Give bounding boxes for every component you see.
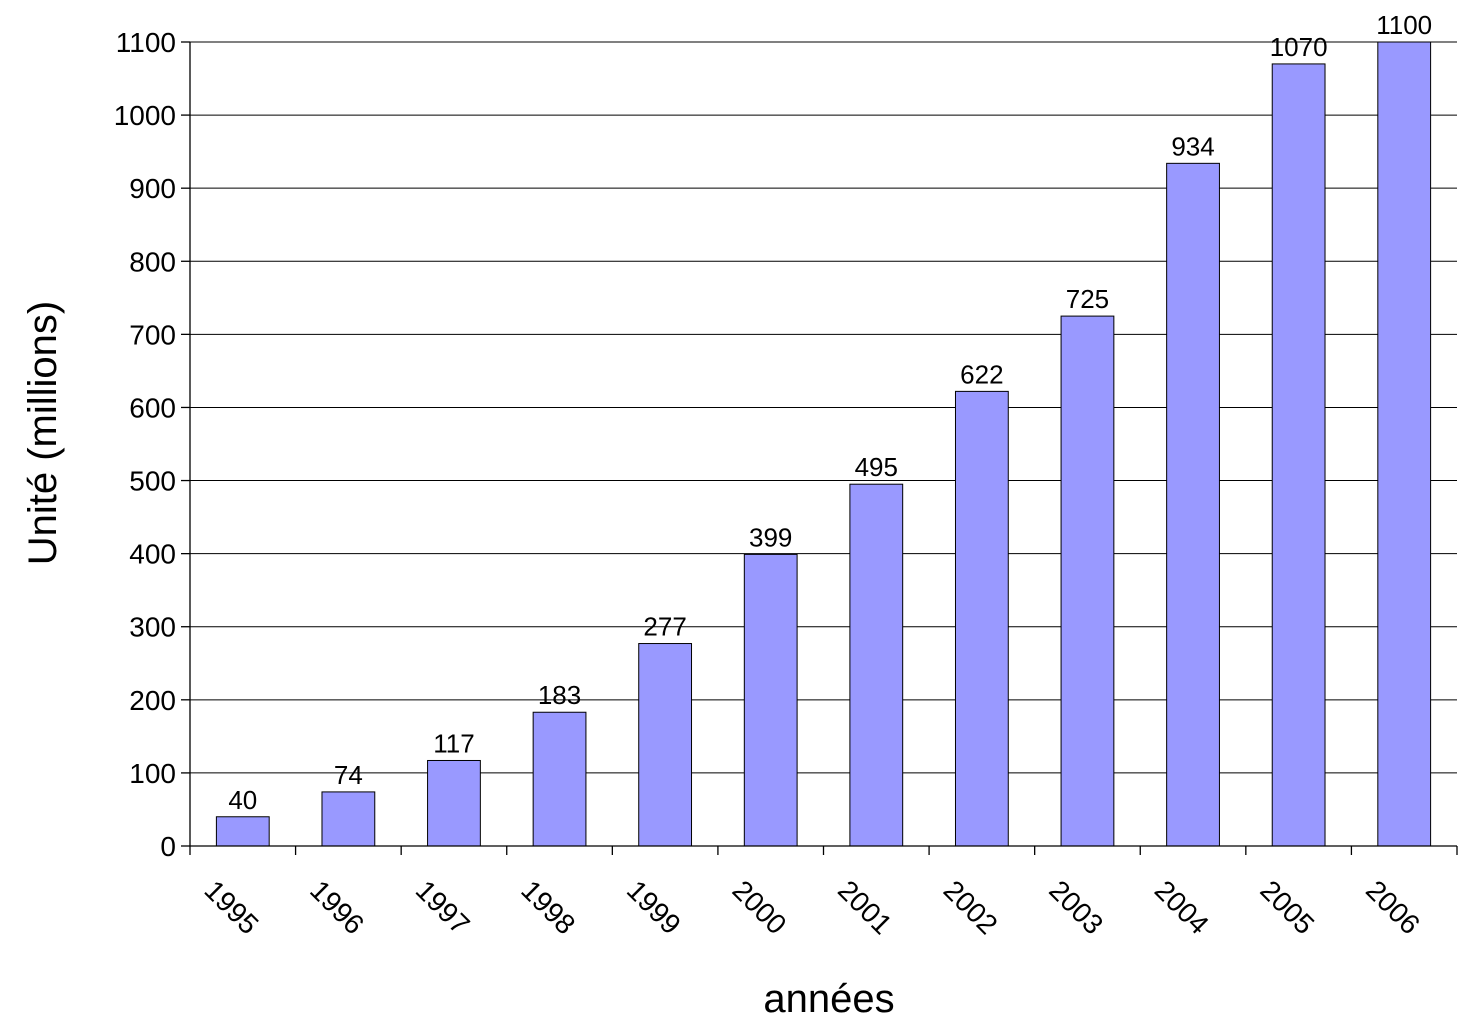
y-tick-label: 0: [160, 831, 176, 862]
x-tick-label: 2005: [1254, 874, 1320, 940]
data-label: 183: [538, 680, 581, 710]
x-tick-label: 2004: [1149, 874, 1215, 940]
x-tick-label: 2003: [1043, 874, 1109, 940]
y-tick-label: 100: [129, 758, 176, 789]
data-label: 622: [960, 359, 1003, 389]
y-tick-label: 400: [129, 539, 176, 570]
x-tick-label: 2006: [1360, 874, 1426, 940]
gridlines: [190, 41, 1457, 774]
x-tick-label: 1997: [410, 874, 476, 940]
y-tick-label: 700: [129, 319, 176, 350]
bar: [532, 711, 587, 847]
bar: [427, 759, 481, 847]
x-tick-label: 1998: [515, 874, 581, 940]
bar: [1377, 41, 1432, 847]
x-tick-label: 2002: [938, 874, 1004, 940]
data-label: 74: [334, 760, 363, 790]
data-label: 934: [1171, 131, 1214, 161]
x-tick-label: 1995: [199, 874, 265, 940]
bar: [954, 390, 1009, 847]
bar: [1271, 63, 1326, 847]
x-axis-title: années: [763, 977, 894, 1018]
x-tick-label: 1999: [621, 874, 687, 940]
data-label: 725: [1066, 284, 1109, 314]
bar: [321, 791, 376, 847]
bar: [638, 643, 693, 847]
y-tick-label: 1100: [116, 27, 176, 58]
y-tick-label: 1000: [114, 100, 176, 131]
x-tick-label: 1996: [304, 874, 370, 940]
bar: [849, 483, 904, 847]
axes: [181, 41, 1458, 855]
bar: [1060, 315, 1115, 847]
y-axis-title: Unité (millions): [21, 301, 65, 566]
data-label: 1070: [1270, 32, 1328, 62]
data-label: 399: [749, 522, 792, 552]
y-tick-label: 200: [129, 685, 176, 716]
y-tick-label: 500: [129, 466, 176, 497]
y-tick-label: 300: [129, 612, 176, 643]
bar: [1166, 162, 1220, 847]
bars: [215, 41, 1432, 847]
x-tick-label: 2000: [726, 874, 792, 940]
data-label: 277: [643, 612, 686, 642]
data-label: 40: [228, 785, 257, 815]
y-tick-label: 600: [129, 392, 176, 423]
bar: [215, 816, 270, 847]
x-tick-label: 2001: [832, 874, 898, 940]
y-tick-label: 800: [129, 246, 176, 277]
y-tick-label: 900: [129, 173, 176, 204]
bar: [743, 553, 798, 847]
data-label: 117: [433, 728, 474, 758]
data-label: 495: [855, 452, 898, 482]
data-label: 1100: [1376, 10, 1432, 40]
